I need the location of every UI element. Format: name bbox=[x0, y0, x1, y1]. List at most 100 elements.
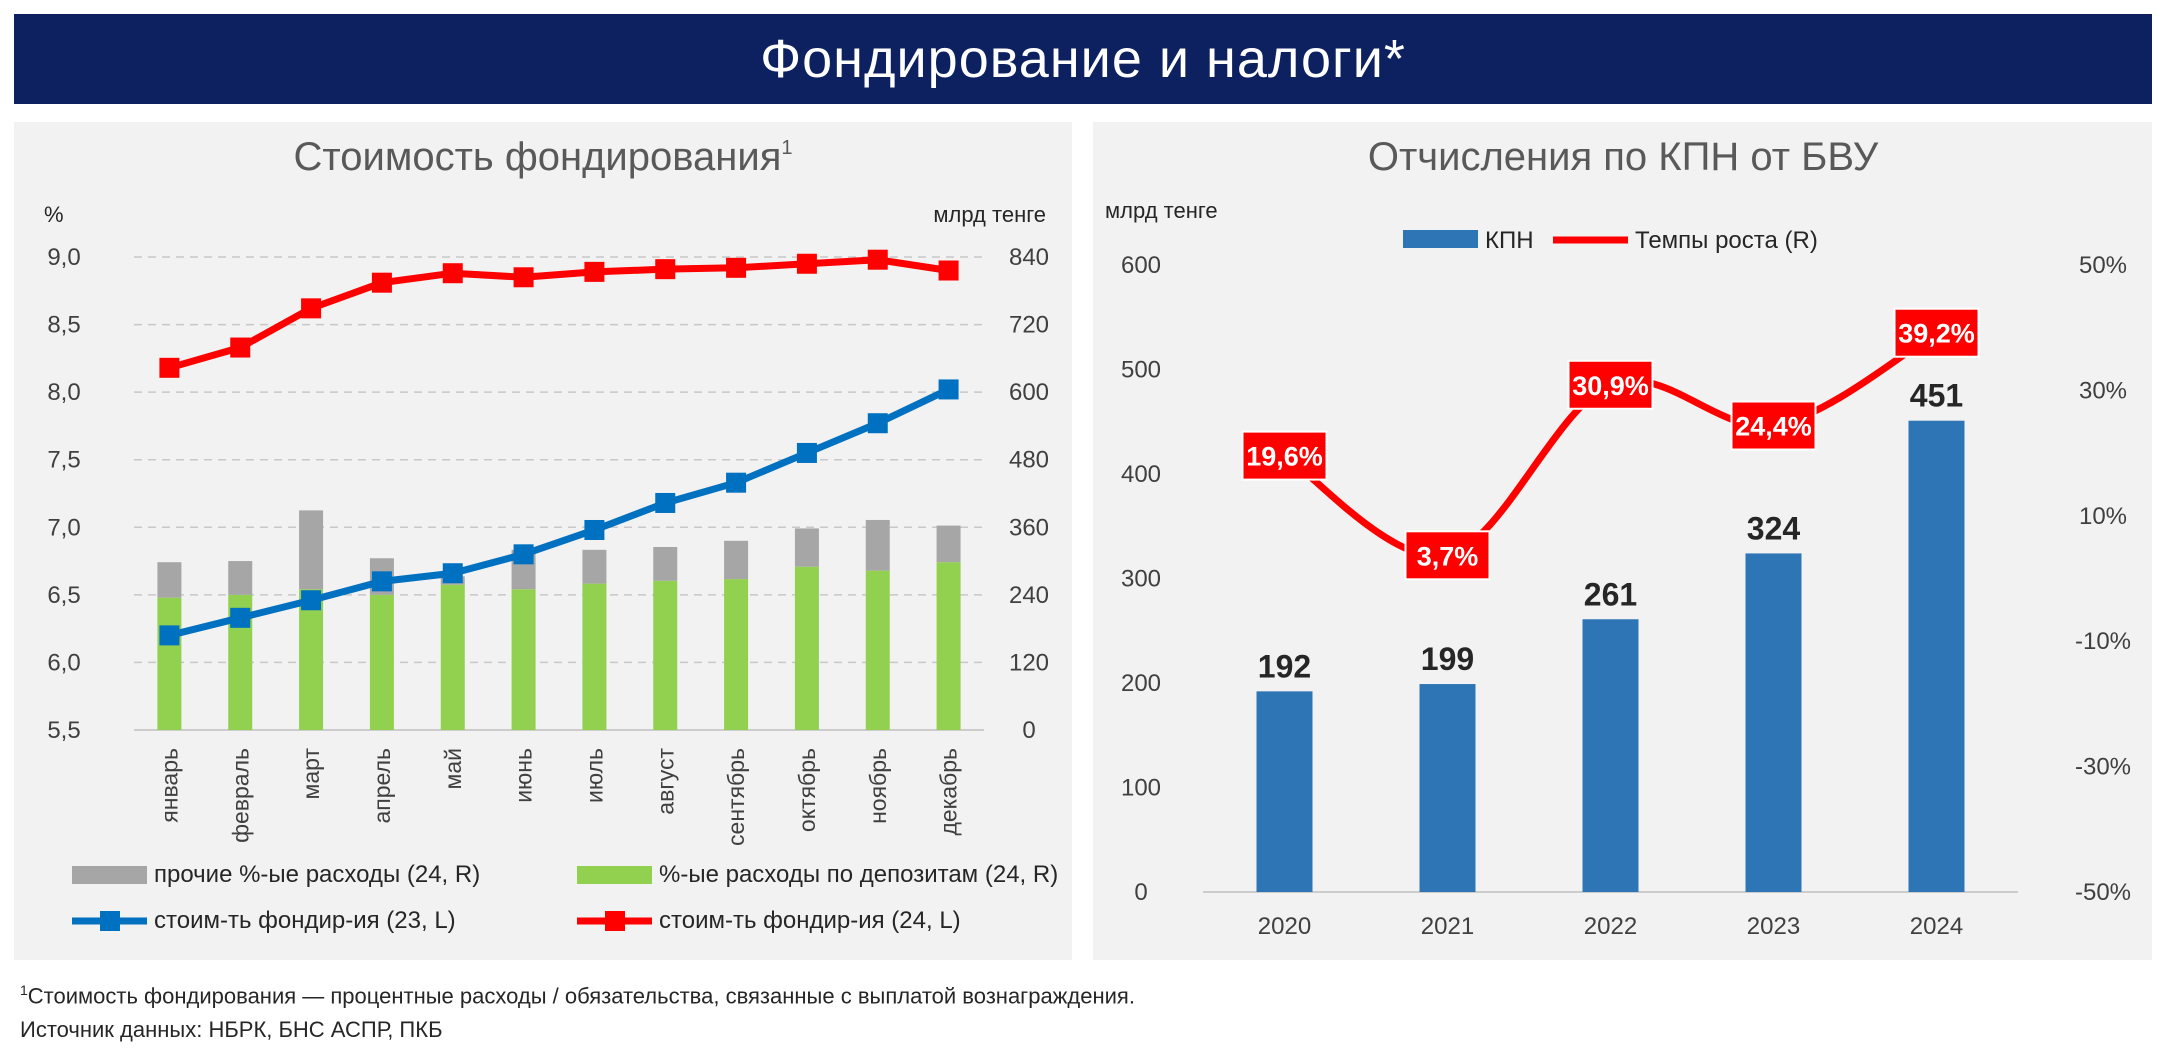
bar-cit bbox=[1419, 684, 1476, 892]
x-tick-label: январь bbox=[156, 748, 182, 823]
bar-other-expense bbox=[936, 525, 961, 563]
x-tick-label: 2024 bbox=[1910, 913, 1963, 940]
right-tick-label: -30% bbox=[2075, 754, 2131, 781]
series-marker bbox=[867, 249, 888, 270]
growth-label-box bbox=[1241, 430, 1328, 481]
cit-chart-panel: Отчисления по КПН от БВУ млрд тенге 0 100 20… bbox=[1093, 122, 2152, 960]
right-tick-label: 10% bbox=[2079, 503, 2127, 530]
left-tick-label: 100 bbox=[1121, 775, 1161, 802]
series-marker bbox=[584, 519, 605, 540]
x-tick-label: ноябрь bbox=[865, 748, 891, 824]
left-tick-label: 500 bbox=[1121, 357, 1161, 384]
cit-chart: Отчисления по КПН от БВУ млрд тенге 0 100 20… bbox=[1105, 135, 2131, 940]
bar-deposit-expense bbox=[440, 584, 465, 730]
x-tick-label: 2021 bbox=[1421, 913, 1474, 940]
series-marker bbox=[230, 337, 251, 358]
series-marker bbox=[938, 260, 959, 281]
series-marker bbox=[726, 472, 747, 493]
x-tick-label: февраль bbox=[227, 748, 253, 843]
footnote-definition: 1Стоимость фондирования — процентные рас… bbox=[20, 973, 1135, 1013]
right-tick-label: 120 bbox=[1009, 649, 1049, 676]
left-tick-label: 7,0 bbox=[47, 514, 80, 541]
bar-value-label: 451 bbox=[1910, 378, 1963, 414]
right-axis-label: млрд тенге bbox=[933, 202, 1046, 227]
legend-label: прочие %-ые расходы (24, R) bbox=[154, 861, 480, 888]
footnote: 1Стоимость фондирования — процентные рас… bbox=[20, 973, 1135, 1047]
bar-deposit-expense bbox=[936, 562, 961, 730]
series-marker bbox=[371, 571, 392, 592]
x-tick-label: март bbox=[298, 748, 324, 800]
bar-deposit-expense bbox=[794, 566, 819, 730]
x-tick-label: 2022 bbox=[1584, 913, 1637, 940]
legend-label: Темпы роста (R) bbox=[1635, 227, 1818, 254]
x-tick-label: декабрь bbox=[936, 748, 962, 836]
footnote-marker: 1 bbox=[20, 982, 28, 998]
x-tick-label: июнь bbox=[511, 748, 537, 803]
left-tick-label: 5,5 bbox=[47, 717, 80, 744]
series-marker bbox=[442, 263, 463, 284]
bar-other-expense bbox=[299, 510, 324, 590]
funding-cost-chart-panel: Стоимость фондирования1% млрд тенге 5,5 6,0… bbox=[14, 122, 1072, 960]
left-tick-label: 300 bbox=[1121, 566, 1161, 593]
legend-swatch bbox=[72, 866, 147, 884]
series-marker bbox=[230, 607, 251, 628]
bar-deposit-expense bbox=[157, 597, 182, 730]
series-marker bbox=[513, 267, 534, 288]
right-tick-label: 480 bbox=[1009, 447, 1049, 474]
legend-label: %-ые расходы по депозитам (24, R) bbox=[659, 861, 1058, 888]
left-axis-label: млрд тенге bbox=[1105, 198, 1218, 223]
growth-label-box bbox=[1567, 359, 1654, 410]
x-tick-label: апрель bbox=[369, 748, 395, 823]
left-axis-label: % bbox=[44, 202, 64, 227]
series-marker bbox=[867, 413, 888, 434]
x-tick-label: октябрь bbox=[794, 748, 820, 832]
series-marker bbox=[159, 357, 180, 378]
right-tick-label: 30% bbox=[2079, 377, 2127, 404]
bar-other-expense bbox=[865, 519, 890, 571]
right-tick-label: 0 bbox=[1022, 717, 1035, 744]
bar-deposit-expense bbox=[369, 594, 394, 730]
bar-other-expense bbox=[157, 562, 182, 598]
x-tick-label: 2023 bbox=[1747, 913, 1800, 940]
footnote-text: Стоимость фондирования — процентные расх… bbox=[27, 983, 1135, 1009]
bar-other-expense bbox=[653, 546, 678, 581]
growth-label: 19,6% bbox=[1246, 442, 1323, 472]
bar-deposit-expense bbox=[653, 580, 678, 730]
bar-deposit-expense bbox=[582, 583, 607, 730]
legend-swatch bbox=[1403, 230, 1478, 248]
series-marker bbox=[301, 298, 322, 319]
bar-value-label: 199 bbox=[1421, 641, 1474, 677]
left-tick-label: 7,5 bbox=[47, 447, 80, 474]
left-tick-label: 400 bbox=[1121, 461, 1161, 488]
growth-label-box bbox=[1730, 400, 1817, 451]
legend-swatch bbox=[577, 866, 652, 884]
left-tick-label: 8,0 bbox=[47, 379, 80, 406]
bar-cit bbox=[1256, 691, 1313, 892]
left-tick-label: 6,0 bbox=[47, 649, 80, 676]
left-tick-label: 200 bbox=[1121, 670, 1161, 697]
bar-value-label: 261 bbox=[1584, 576, 1637, 612]
footnote-source: Источник данных: НБРК, БНС АСПР, ПКБ bbox=[20, 1017, 443, 1043]
growth-label-box bbox=[1893, 307, 1980, 358]
series-marker bbox=[938, 379, 959, 400]
series-marker bbox=[584, 261, 605, 282]
bar-deposit-expense bbox=[299, 589, 324, 730]
legend-marker bbox=[605, 911, 625, 931]
legend-label: КПН bbox=[1485, 227, 1534, 254]
series-marker bbox=[513, 544, 534, 565]
series-line bbox=[168, 256, 950, 372]
legend-label: стоим-ть фондир-ия (24, L) bbox=[659, 907, 961, 934]
legend-marker bbox=[100, 911, 120, 931]
funding-cost-chart: Стоимость фондирования1% млрд тенге 5,5 6,0… bbox=[44, 135, 1058, 934]
bar-cit bbox=[1908, 420, 1965, 892]
right-tick-label: 840 bbox=[1009, 244, 1049, 271]
bar-cit bbox=[1745, 553, 1802, 892]
left-tick-label: 9,0 bbox=[47, 244, 80, 271]
right-tick-label: 360 bbox=[1009, 514, 1049, 541]
series-marker bbox=[655, 259, 676, 280]
series-marker bbox=[796, 253, 817, 274]
chart-title: Отчисления по КПН от БВУ bbox=[1368, 135, 1879, 179]
x-tick-label: август bbox=[652, 748, 678, 815]
bar-other-expense bbox=[582, 549, 607, 584]
series-marker bbox=[726, 257, 747, 278]
